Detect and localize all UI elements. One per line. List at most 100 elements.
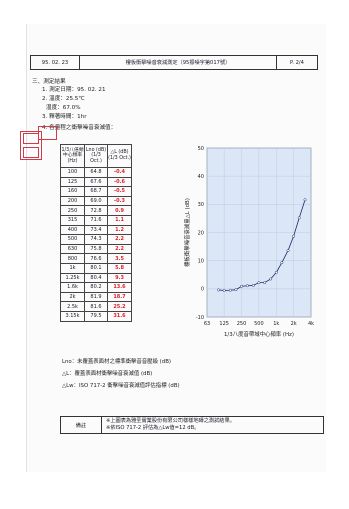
- y-axis-label: 樓板衝擊噪音衰減量△L (dB): [183, 198, 191, 267]
- table-row: 100 64.8 -0.4: [60, 167, 132, 178]
- cell-delta-l: 2.2: [107, 234, 132, 245]
- y-tick-label: 40: [198, 174, 204, 180]
- table-row: 200 69.0 -0.3: [60, 195, 132, 207]
- table-header-delta-l: △L (dB) (1/3 Oct.): [107, 144, 132, 168]
- data-point: [286, 249, 290, 252]
- x-tick-label: 250: [237, 321, 247, 327]
- cell-frequency: 1k: [60, 262, 85, 274]
- table-row: 315 71.6 1.1: [60, 214, 132, 226]
- table-row: 630 75.8 2.2: [60, 243, 132, 255]
- x-tick-label: 125: [219, 321, 229, 327]
- cell-frequency: 250: [60, 205, 85, 216]
- data-point: [251, 284, 255, 287]
- x-tick-label: 2k: [291, 321, 297, 327]
- cell-lno: 71.6: [84, 214, 108, 226]
- section-heading: 三、測定結果: [32, 79, 66, 85]
- cell-delta-l: -0.4: [107, 167, 132, 178]
- cell-frequency: 400: [60, 224, 85, 236]
- attenuation-line: 4. 各量程之衝擊噪音衰減值：: [42, 125, 117, 131]
- cell-delta-l: 1.2: [107, 224, 132, 236]
- temperature-line: 2. 溫度：25.5℃: [42, 96, 85, 102]
- legend-lno: Lno：未覆蓋表面材之標準衝擊音音壓級 (dB): [62, 359, 172, 365]
- table-row: 125 67.6 -0.6: [60, 176, 132, 188]
- red-seal-stamp-small: [38, 126, 57, 140]
- cell-delta-l: 9.3: [107, 272, 132, 284]
- remark-line: ※依ISO 717-2 評估為△Lw值=12 dB。: [106, 425, 200, 431]
- cell-frequency: 160: [60, 186, 85, 197]
- cell-frequency: 1.6k: [60, 282, 85, 293]
- table-row: 1.25k 80.4 9.3: [60, 272, 132, 284]
- header-page: P. 2/4: [290, 59, 304, 66]
- cell-delta-l: -0.3: [107, 195, 132, 207]
- report-header: 95. 02. 23 樓板衝擊噪音衰減測定（95振噪字第017號） P. 2/4: [30, 55, 318, 70]
- cell-frequency: 2k: [60, 291, 85, 303]
- y-tick-label: 10: [198, 258, 204, 264]
- cell-frequency: 500: [60, 234, 85, 245]
- cell-delta-l: 0.9: [107, 205, 132, 216]
- table-row: 1k 80.1 5.8: [60, 262, 132, 274]
- y-tick-label: 50: [198, 146, 204, 152]
- cell-lno: 67.6: [84, 176, 108, 188]
- header-date: 95. 02. 23: [31, 56, 80, 69]
- x-tick-label: 63: [204, 321, 210, 327]
- cell-lno: 81.6: [84, 301, 108, 312]
- cell-lno: 79.5: [84, 310, 108, 322]
- cell-delta-l: 25.2: [107, 301, 132, 312]
- cell-lno: 80.2: [84, 282, 108, 293]
- data-point: [292, 234, 296, 238]
- y-tick-label: 20: [198, 230, 204, 236]
- remark-box: 備註 ※上圖表為雅圣實業股份有限公司樣樣地磚之測試結果。 ※依ISO 717-2…: [60, 416, 324, 434]
- table-row: 160 68.7 -0.5: [60, 186, 132, 197]
- table-row: 250 72.8 0.9: [60, 205, 132, 216]
- x-tick-label: 4k: [308, 321, 314, 327]
- table-row: 400 73.4 1.2: [60, 224, 132, 236]
- y-tick-label: 0: [201, 287, 204, 293]
- cell-lno: 69.0: [84, 195, 108, 207]
- series-line: [218, 199, 306, 291]
- data-point: [228, 288, 232, 292]
- data-point: [280, 261, 284, 265]
- table-row: 2.5k 81.6 25.2: [60, 301, 132, 312]
- data-point: [257, 281, 261, 285]
- cell-delta-l: 31.6: [107, 310, 132, 322]
- cell-lno: 80.4: [84, 272, 108, 284]
- cell-lno: 81.9: [84, 291, 108, 303]
- cell-lno: 76.6: [84, 253, 108, 264]
- table-row: 800 76.6 3.5: [60, 253, 132, 264]
- data-point: [297, 216, 301, 220]
- cell-frequency: 630: [60, 243, 85, 255]
- cell-frequency: 100: [60, 167, 85, 178]
- data-point: [274, 271, 278, 274]
- table-header-lno: Lno (dB) (1/3 Oct.): [84, 144, 108, 168]
- data-table: 1/3八倍頻中心頻率 (Hz) Lno (dB) (1/3 Oct.) △L (…: [60, 144, 132, 322]
- cell-lno: 75.8: [84, 243, 108, 255]
- remark-line: ※上圖表為雅圣實業股份有限公司樣樣地磚之測試結果。: [106, 417, 235, 424]
- table-row: 3.15k 79.5 31.6: [60, 310, 132, 322]
- table-header-frequency: 1/3八倍頻中心頻率 (Hz): [60, 144, 85, 168]
- data-point: [303, 198, 307, 202]
- data-point: [240, 284, 243, 288]
- humidity-line: 湿度：67.0%: [46, 105, 81, 111]
- data-point: [269, 277, 273, 281]
- cell-frequency: 800: [60, 253, 85, 264]
- cell-delta-l: 2.2: [107, 243, 132, 255]
- cell-delta-l: 13.6: [107, 282, 132, 293]
- cell-lno: 72.8: [84, 205, 108, 216]
- cell-delta-l: 1.1: [107, 214, 132, 226]
- table-row: 2k 81.9 18.7: [60, 291, 132, 303]
- cell-frequency: 2.5k: [60, 301, 85, 312]
- table-row: 500 74.3 2.2: [60, 234, 132, 245]
- data-point: [222, 289, 226, 292]
- cell-delta-l: -0.5: [107, 186, 132, 197]
- cell-delta-l: -0.6: [107, 176, 132, 188]
- cell-frequency: 3.15k: [60, 310, 85, 322]
- data-point: [263, 281, 267, 285]
- table-row: 1.6k 80.2 13.6: [60, 282, 132, 293]
- cell-delta-l: 18.7: [107, 291, 132, 303]
- cell-delta-l: 3.5: [107, 253, 132, 264]
- legend-delta-l: △L：覆蓋表面材衝擊噪音衰減值 (dB): [62, 371, 153, 377]
- time-line: 3. 釋著時間：1hr: [42, 114, 87, 120]
- y-tick-label: -10: [196, 315, 204, 321]
- cell-lno: 80.1: [84, 262, 108, 274]
- attenuation-chart: 63 125 250 500 1k 2k 4k -10 0 10 20 30 40 50 1/3八度音帶域中…: [183, 146, 314, 338]
